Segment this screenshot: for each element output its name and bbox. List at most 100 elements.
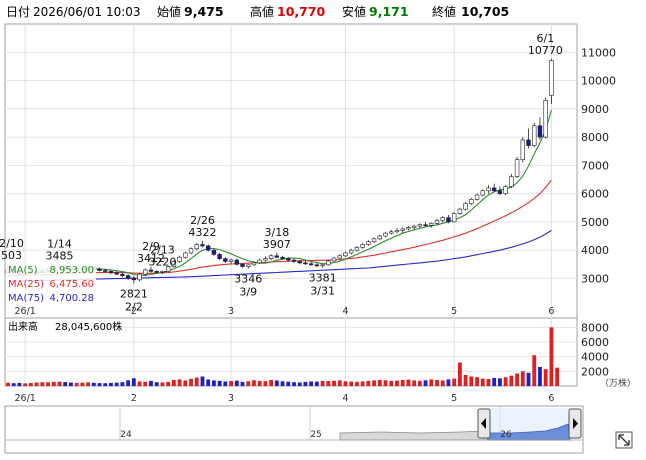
volume-bar — [246, 381, 251, 386]
volume-bar — [69, 382, 73, 386]
annotation-date: 3346 — [234, 273, 262, 286]
volume-bar — [435, 379, 439, 386]
volume-bar — [469, 376, 474, 386]
candle-up — [406, 227, 411, 230]
volume-bar — [360, 381, 365, 386]
volume-bar — [349, 381, 354, 386]
annotation-value: 2/2 — [125, 300, 143, 313]
volume-bar — [303, 381, 308, 386]
candle-up — [469, 198, 474, 204]
volume-bar — [389, 380, 394, 386]
annotation-date: 2/13 — [150, 244, 175, 257]
candle-down — [446, 217, 451, 223]
candle-down — [217, 254, 222, 259]
candle-up — [371, 238, 377, 242]
candlesticks — [5, 58, 554, 284]
ma75-label: MA(75) — [8, 293, 44, 304]
candle-up — [440, 217, 445, 221]
candle-down — [291, 259, 297, 262]
candle-up — [463, 203, 468, 210]
volume-tick-label: 6000 — [581, 336, 609, 349]
candle-up — [263, 258, 268, 261]
volume-bar — [452, 378, 457, 386]
volume-bar — [91, 382, 96, 386]
volume-bar — [97, 383, 102, 386]
annotation-date: 2/9 — [142, 240, 160, 253]
volume-bar — [366, 380, 371, 386]
candle-down — [497, 190, 503, 194]
high-value: 10,770 — [277, 4, 326, 19]
low-label: 安値 — [342, 5, 367, 19]
candle-up — [348, 249, 354, 254]
volume-bar — [543, 369, 548, 386]
month-label-price: 3 — [228, 306, 234, 317]
volume-bar — [80, 382, 85, 386]
candle-down — [114, 272, 119, 275]
volume-bar — [120, 382, 125, 386]
candle-up — [331, 257, 337, 262]
annotation-date: 12/10 — [0, 237, 24, 250]
candle-down — [125, 275, 131, 279]
ma75-line — [7, 229, 552, 282]
open-label: 始値 — [157, 5, 182, 19]
candle-up — [520, 139, 526, 160]
handle-left-arrow-icon — [481, 418, 486, 429]
volume-bar — [229, 381, 233, 386]
candle-down — [308, 263, 314, 266]
expand-icon[interactable] — [615, 431, 633, 449]
volume-bar — [498, 378, 502, 386]
candle-up — [400, 228, 405, 231]
volume-bar — [263, 381, 268, 386]
candle-up — [389, 231, 394, 234]
volume-bar — [212, 380, 216, 386]
volume-bar — [252, 380, 256, 386]
volume-tick-label: 4000 — [581, 351, 609, 364]
volume-bar — [377, 379, 382, 386]
volume-bar — [274, 380, 279, 386]
candle-down — [103, 270, 108, 272]
candle-up — [434, 220, 440, 224]
annotation-value: 3503 — [0, 249, 22, 262]
volume-bar — [480, 378, 485, 386]
candle-up — [177, 256, 182, 262]
volume-bar — [429, 379, 434, 386]
volume-bar — [223, 381, 228, 386]
volume-bar — [400, 379, 405, 386]
price-axis-labels: 3000 4000 5000 6000 7000 8000 9000 10000 11000 — [581, 46, 616, 285]
candle-up — [320, 264, 325, 267]
volume-bar — [200, 376, 205, 386]
candle-down — [154, 271, 159, 273]
volume-bar — [217, 380, 222, 386]
volume-bar — [40, 382, 45, 386]
annotation-date: 3381 — [309, 272, 337, 285]
candle-up — [451, 213, 457, 223]
volume-bar — [171, 379, 176, 386]
annotation-date: 3/18 — [264, 226, 289, 239]
candle-up — [194, 244, 199, 250]
volume-bar — [309, 381, 314, 386]
candle-down — [108, 271, 114, 274]
candle-up — [171, 261, 177, 267]
volume-unit: （万株） — [600, 377, 636, 389]
candle-down — [211, 249, 217, 255]
volume-bar — [257, 380, 262, 386]
month-label-price: 5 — [451, 306, 457, 317]
volume-bar — [206, 379, 211, 386]
candle-up — [486, 187, 491, 192]
candle-up — [394, 230, 400, 233]
volume-bar — [372, 380, 376, 386]
month-label-volume: 3 — [228, 393, 234, 404]
volume-bar — [131, 378, 136, 386]
candle-up — [268, 255, 274, 259]
candle-up — [514, 159, 520, 177]
volume-bar — [337, 380, 342, 386]
candle-up — [257, 259, 262, 264]
annotation-value: 3220 — [148, 256, 176, 269]
annotation-value: 3/31 — [310, 285, 335, 298]
volume-bar — [74, 382, 79, 386]
candle-down — [223, 258, 228, 262]
candle-down — [240, 263, 245, 267]
candle-up — [503, 186, 508, 194]
volume-bar — [51, 381, 56, 386]
